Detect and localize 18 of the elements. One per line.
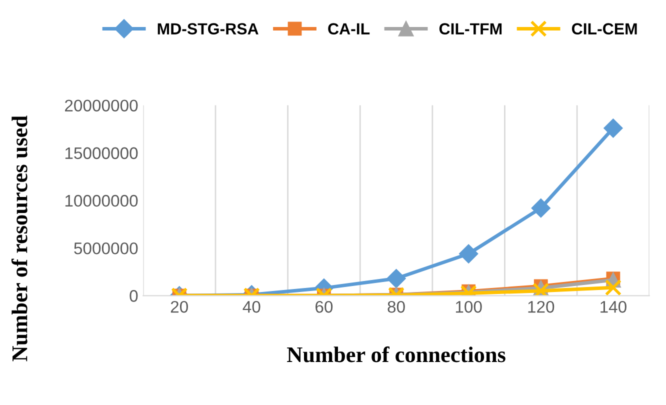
x-tick-label: 40: [242, 300, 260, 313]
legend-label: CIL-CEM: [572, 23, 637, 34]
x-tick-label: 100: [456, 300, 482, 313]
x-tick-label: 80: [388, 300, 405, 313]
x-tick-label: 20: [170, 300, 188, 313]
x-tick-label: 140: [600, 300, 626, 313]
x-axis-title: Number of connections: [287, 346, 506, 362]
y-tick-label: 10000000: [65, 194, 138, 207]
y-tick-label: 15000000: [65, 147, 138, 160]
x-tick-label: 120: [528, 300, 554, 313]
y-tick-label: 20000000: [65, 100, 138, 112]
y-tick-label: 0: [130, 290, 138, 302]
legend-label: MD-STG-RSA: [158, 23, 258, 34]
legend-label: CIL-TFM: [439, 23, 502, 34]
y-axis-title: Number of resources used: [11, 116, 28, 362]
x-tick-label: 60: [316, 300, 333, 313]
y-tick-label: 5000000: [74, 242, 138, 254]
legend-label: CA-IL: [328, 23, 370, 34]
